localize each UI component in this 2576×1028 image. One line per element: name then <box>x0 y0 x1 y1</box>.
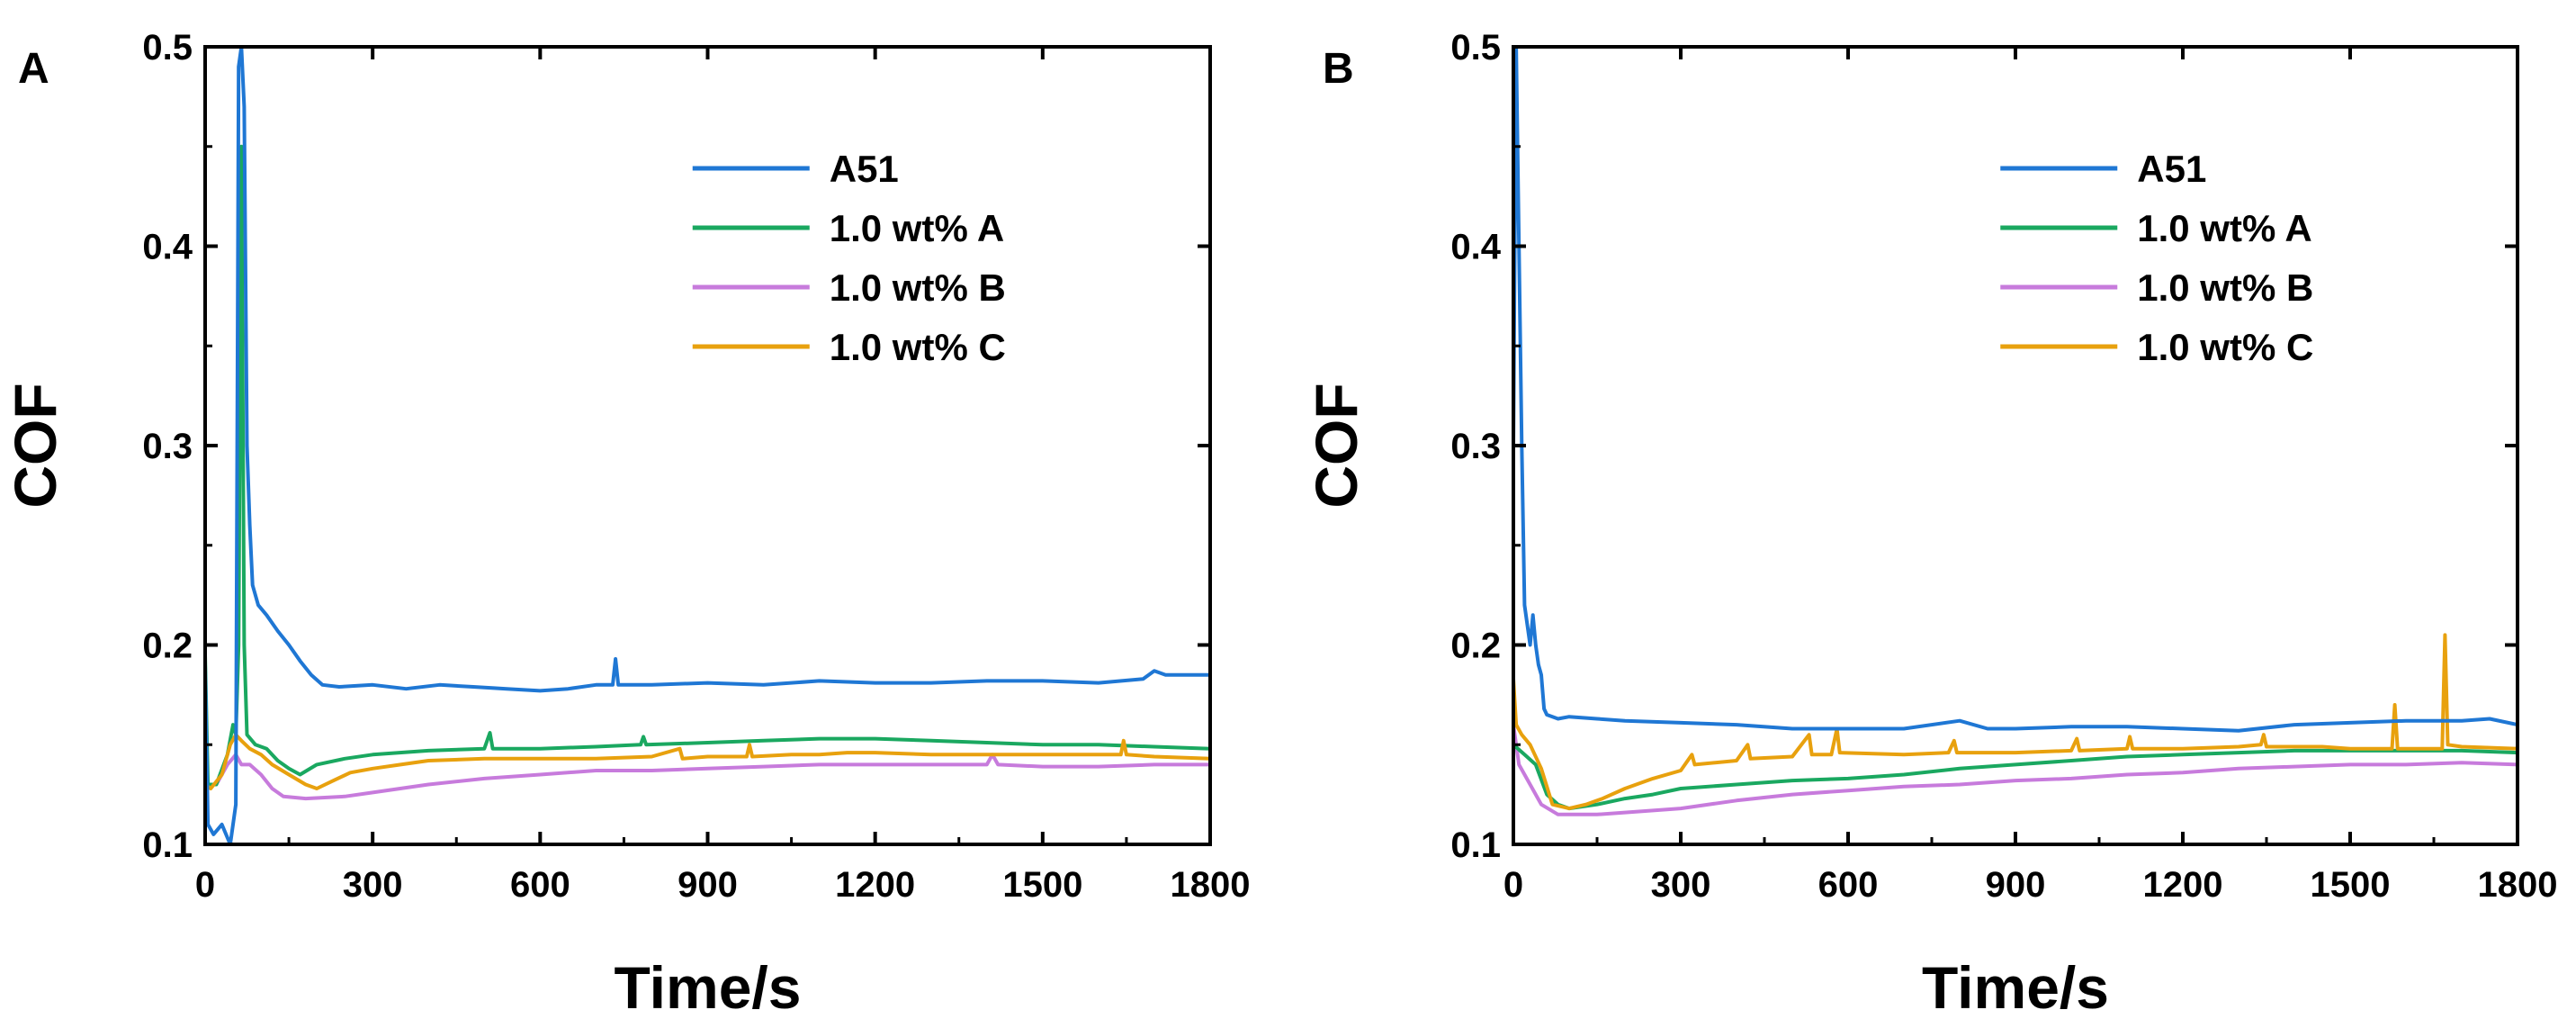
legend-label: 1.0 wt% A <box>830 207 1005 249</box>
panel-a: A 0 300 600 900 1200 1500 1800 0.1 0.2 0.3 0.4 0.5 Ti… <box>2 28 1250 1021</box>
panel-label: B <box>1323 45 1354 93</box>
x-axis-title: Time/s <box>615 954 802 1021</box>
y-tick-label: 0.5 <box>142 28 193 68</box>
x-tick-label: 1500 <box>2311 865 2391 905</box>
y-axis-title: COF <box>2 383 68 508</box>
legend-label: A51 <box>2137 148 2206 190</box>
x-tick-label: 300 <box>1651 865 1711 905</box>
legend-label: A51 <box>830 148 899 190</box>
x-tick-label: 1800 <box>1171 865 1251 905</box>
x-axis-title: Time/s <box>1922 954 2109 1021</box>
series-group <box>205 47 1210 844</box>
x-tick-label: 300 <box>343 865 403 905</box>
y-axis-title: COF <box>1303 383 1369 508</box>
y-tick-label: 0.4 <box>1450 228 1501 267</box>
panel-b: B 0 300 600 900 1200 1500 1800 0.1 0.2 0.3 0.4 0.5 Ti… <box>1303 28 2557 1021</box>
x-tick-label: 0 <box>195 865 215 905</box>
y-tick-label: 0.5 <box>1450 28 1501 68</box>
x-tick-label: 600 <box>1818 865 1879 905</box>
y-tick-label: 0.2 <box>1450 627 1501 666</box>
y-tick-label: 0.4 <box>142 228 193 267</box>
x-tick-label: 900 <box>678 865 738 905</box>
series-line-1-0-wt-c <box>205 733 1210 790</box>
y-tick-label: 0.3 <box>142 427 193 466</box>
legend-label: 1.0 wt% C <box>2137 326 2313 368</box>
x-tick-label: 600 <box>510 865 570 905</box>
series-line-1-0-wt-c <box>1513 633 2518 811</box>
y-tick-label: 0.3 <box>1450 427 1501 466</box>
legend-label: 1.0 wt% B <box>830 266 1006 309</box>
x-tick-label: 0 <box>1503 865 1523 905</box>
x-tick-label: 1200 <box>835 865 915 905</box>
legend: A51 1.0 wt% A 1.0 wt% B 1.0 wt% C <box>2000 148 2313 368</box>
x-tick-label: 1200 <box>2143 865 2223 905</box>
y-tick-label: 0.1 <box>1450 825 1501 865</box>
x-tick-label: 900 <box>1986 865 2046 905</box>
series-line-1-0-wt-a <box>205 144 1210 787</box>
legend-label: 1.0 wt% B <box>2137 266 2313 309</box>
x-tick-label: 1500 <box>1002 865 1082 905</box>
panel-label: A <box>18 45 49 93</box>
y-tick-label: 0.1 <box>142 825 193 865</box>
legend-label: 1.0 wt% C <box>830 326 1006 368</box>
legend: A51 1.0 wt% A 1.0 wt% B 1.0 wt% C <box>692 148 1006 368</box>
series-line-a51 <box>205 47 1210 844</box>
series-group <box>1513 47 2518 816</box>
legend-label: 1.0 wt% A <box>2137 207 2312 249</box>
series-line-a51 <box>1513 47 2518 733</box>
y-tick-label: 0.2 <box>142 627 193 666</box>
series-line-1-0-wt-b <box>1513 724 2518 816</box>
series-line-1-0-wt-b <box>205 753 1210 801</box>
x-tick-label: 1800 <box>2478 865 2558 905</box>
